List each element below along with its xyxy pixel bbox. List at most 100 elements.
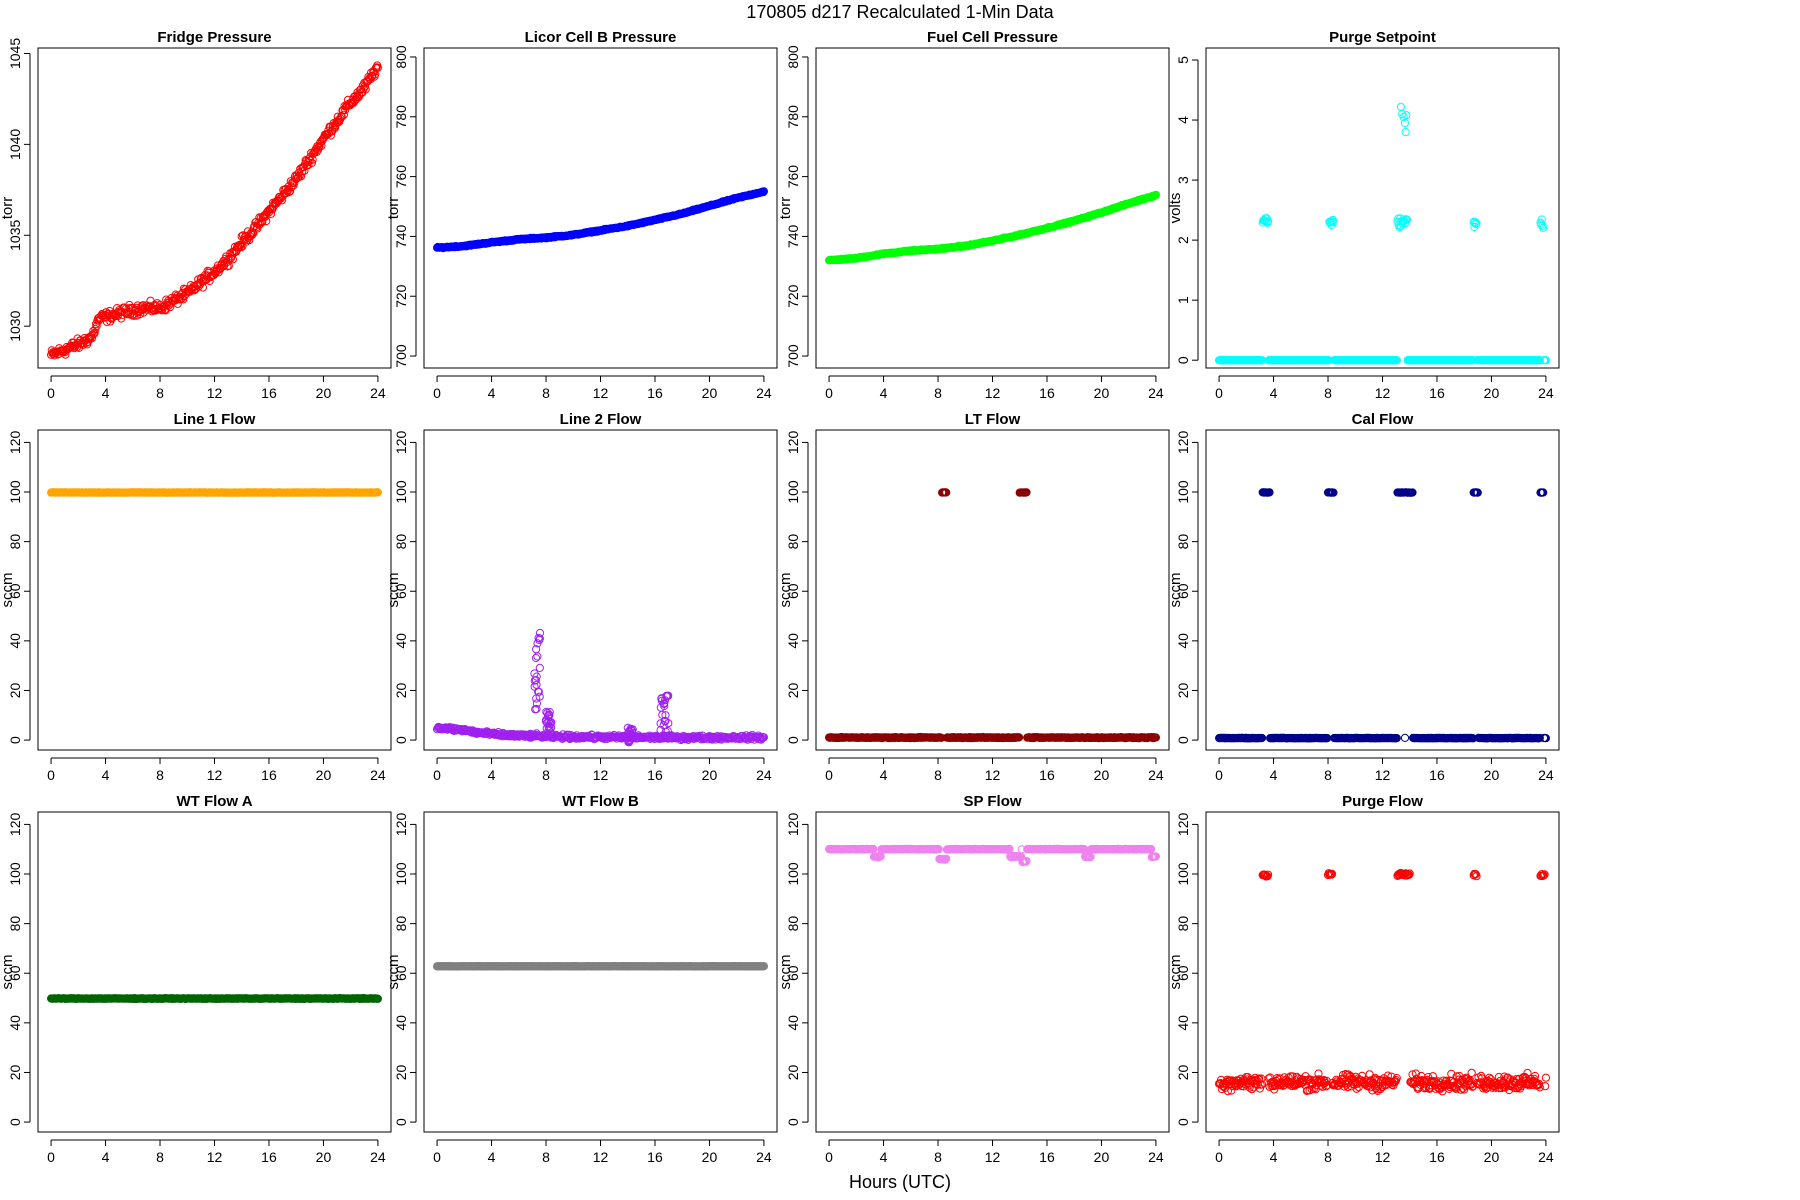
data-point: [531, 653, 541, 663]
panel-title: Licor Cell B Pressure: [525, 29, 677, 46]
data-point: [1535, 356, 1544, 365]
x-tick-label: 0: [47, 1149, 55, 1165]
x-tick-label: 16: [261, 767, 277, 783]
x-tick-label: 12: [207, 767, 223, 783]
data-point: [286, 187, 295, 196]
data-point: [626, 724, 635, 733]
data-point: [230, 248, 239, 257]
y-tick-label: 0: [1175, 356, 1191, 364]
data-point: [1151, 733, 1161, 742]
data-point: [339, 110, 348, 119]
y-axis-label: sccm: [0, 955, 16, 990]
y-tick-label: 740: [785, 225, 801, 249]
data-point: [361, 85, 370, 94]
x-tick-label: 16: [1039, 767, 1055, 783]
data-point: [266, 209, 276, 218]
data-points: [47, 994, 382, 1004]
data-point: [1401, 128, 1410, 137]
data-point: [1392, 734, 1401, 743]
data-points: [825, 488, 1161, 743]
y-tick-label: 20: [7, 1064, 23, 1080]
y-tick-label: 40: [785, 633, 801, 649]
data-point: [330, 123, 340, 133]
y-tick-label: 1: [1175, 296, 1191, 304]
x-tick-label: 16: [1039, 385, 1055, 401]
data-point: [543, 708, 552, 717]
y-axis-label: torr: [777, 197, 794, 220]
x-tick-label: 0: [433, 767, 441, 783]
x-tick-label: 8: [934, 767, 942, 783]
data-point: [89, 329, 99, 338]
data-point: [532, 704, 541, 714]
x-tick-label: 8: [156, 1149, 164, 1165]
x-tick-label: 24: [1538, 767, 1554, 783]
data-point: [245, 236, 254, 245]
x-tick-label: 24: [756, 767, 772, 783]
data-point: [287, 183, 296, 192]
data-point: [531, 676, 541, 685]
x-tick-label: 4: [102, 385, 110, 401]
data-points: [433, 187, 769, 253]
x-tick-label: 20: [316, 767, 332, 783]
data-point: [234, 242, 243, 252]
data-point: [1015, 733, 1024, 742]
data-point: [246, 229, 255, 238]
x-axis: 0 4 8 12 16 20 24: [47, 375, 386, 401]
data-point: [759, 187, 769, 196]
y-tick-label: 0: [785, 736, 801, 744]
y-axis-label: sccm: [777, 573, 794, 608]
data-point: [1541, 356, 1551, 365]
x-tick-label: 4: [102, 1149, 110, 1165]
y-tick-label: 60: [785, 583, 801, 599]
data-point: [535, 635, 544, 645]
x-tick-label: 24: [1148, 385, 1164, 401]
y-tick-label: 700: [785, 344, 801, 368]
x-tick-label: 0: [433, 385, 441, 401]
data-point: [1402, 111, 1411, 120]
x-tick-label: 24: [1148, 767, 1164, 783]
data-point: [92, 321, 101, 330]
data-point: [1400, 118, 1410, 128]
y-tick-label: 780: [393, 105, 409, 129]
y-tick-label: 80: [7, 916, 23, 932]
data-point: [1402, 215, 1412, 224]
x-tick-label: 24: [370, 1149, 386, 1165]
y-tick-label: 80: [393, 534, 409, 550]
x-tick-label: 4: [880, 385, 888, 401]
data-point: [1471, 220, 1480, 229]
y-tick-label: 20: [393, 682, 409, 698]
data-point: [1539, 488, 1548, 497]
y-tick-label: 800: [393, 45, 409, 69]
data-point: [1537, 215, 1546, 224]
data-points: [433, 962, 769, 971]
panel-title: Fridge Pressure: [157, 29, 271, 46]
data-point: [369, 68, 378, 77]
x-tick-label: 20: [1094, 385, 1110, 401]
x-tick-label: 4: [1270, 767, 1278, 783]
data-points: [825, 190, 1161, 265]
x-tick-label: 20: [1484, 767, 1500, 783]
x-tick-label: 8: [1324, 767, 1332, 783]
x-tick-label: 20: [316, 385, 332, 401]
data-point: [547, 723, 556, 732]
figure-title: 170805 d217 Recalculated 1-Min Data: [746, 2, 1054, 22]
x-axis: 0 4 8 12 16 20 24: [47, 1139, 386, 1165]
y-tick-label: 60: [7, 583, 23, 599]
x-tick-label: 12: [1375, 767, 1391, 783]
y-tick-label: 0: [7, 736, 23, 744]
data-point: [942, 488, 951, 497]
y-tick-label: 5: [1175, 56, 1191, 64]
data-point: [249, 229, 258, 238]
x-axis: 0 4 8 12 16 20 24: [433, 375, 772, 401]
y-tick-label: 760: [785, 165, 801, 189]
data-point: [1399, 112, 1408, 122]
y-tick-label: 120: [785, 431, 801, 455]
y-tick-label: 60: [7, 965, 23, 981]
